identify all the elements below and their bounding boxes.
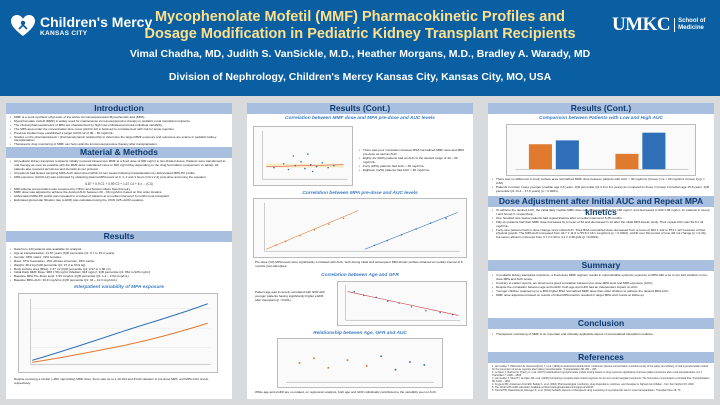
summary-list: In pediatric kidney transplant recipient… bbox=[488, 273, 714, 298]
age-gfr-auc-caption: While age and eGFR are co-related, on re… bbox=[255, 390, 437, 394]
predose-correlation-title: Correlation between MPA pre-dose and AUC… bbox=[302, 191, 418, 196]
list-item: MPA plasma concentration was measured by… bbox=[10, 187, 228, 192]
predose-correlation-caption: Pre-dose (C0) MPA levels were significan… bbox=[255, 260, 463, 268]
dose-correlation-title: Correlation between MMF dose and MPA pre… bbox=[285, 116, 435, 121]
introduction-heading: Introduction bbox=[6, 103, 232, 114]
column-right: Results (Cont.) Comparison between Patie… bbox=[488, 103, 714, 399]
logo-name: Children's Mercy bbox=[40, 14, 153, 30]
low-high-auc-notes: There was no difference in body surface … bbox=[488, 177, 714, 194]
results-cont-heading: Results (Cont.) bbox=[247, 103, 473, 114]
list-item: The clinical pharmacokinetics of MPA are… bbox=[10, 123, 228, 128]
dose-adjustment-heading: Dose Adjustment after Initial AUC and Re… bbox=[488, 196, 714, 217]
age-gfr-auc-title: Relationship between Age, GFR and AUC bbox=[313, 331, 407, 336]
list-item: Studies on the pharmacokinetic / pharmac… bbox=[10, 135, 228, 144]
methods-heading: Material & Methods bbox=[6, 147, 232, 158]
title-line-1: Mycophenolate Mofetil (MMF) Pharmacokine… bbox=[154, 9, 566, 25]
list-item: MPA exposure (AUC0-12) was estimated by … bbox=[10, 175, 228, 180]
list-item: To achieve the desired AUC, the initial … bbox=[492, 208, 710, 217]
logo-subtitle: KANSAS CITY bbox=[40, 30, 88, 37]
summary-heading: Summary bbox=[488, 260, 714, 271]
list-item: All patients had limited sampling MPA-AU… bbox=[10, 171, 228, 176]
list-item: Forty (28%) patients had AUC < 30 mg•h/m… bbox=[359, 164, 469, 169]
age-gfr-chart bbox=[337, 281, 467, 326]
list-item: Age at transplantation: 11.87 years (IQR… bbox=[10, 251, 228, 256]
low-high-auc-chart bbox=[506, 124, 696, 176]
list-item: Eighteen (12%) patients had AUC > 60 mg•… bbox=[359, 168, 469, 173]
list-item: MMF is a semi-synthetic ethyl ester of t… bbox=[10, 115, 228, 120]
list-item: Therapeutic drug monitoring of MMF can h… bbox=[10, 142, 228, 147]
references-list: 1. van Gelder T, Hilbrands LB, Vanrenter… bbox=[488, 365, 714, 392]
conclusion-list: Therapeutic monitoring of MMF is an impo… bbox=[488, 332, 714, 337]
reference-item: 1. van Gelder T, Hilbrands LB, Vanrenter… bbox=[492, 365, 708, 371]
list-item: There was no difference in body surface … bbox=[492, 177, 710, 186]
list-item: Patients in Group I were younger (median… bbox=[492, 185, 710, 194]
dose-adjustment-list: To achieve the desired AUC, the initial … bbox=[488, 208, 714, 241]
introduction-list: MMF is a semi-synthetic ethyl ester of t… bbox=[6, 115, 232, 147]
age-gfr-auc-chart bbox=[277, 338, 443, 388]
variability-chart bbox=[18, 293, 218, 373]
variability-chart-title: Interpatient variability of MPA exposure bbox=[74, 285, 164, 290]
list-item: Despite the correlation between age and … bbox=[492, 285, 710, 290]
list-item: The MPA area under the concentration-tim… bbox=[10, 127, 228, 132]
list-item: Weight: 38.2 kg (IQR percentile Q1: 27.2… bbox=[10, 263, 228, 268]
dose-correlation-notes: There was poor correlation between BSA n… bbox=[355, 148, 473, 173]
list-item: Race: 67% Caucasian, 15% African-America… bbox=[10, 259, 228, 264]
reference-item: 5. The CKiD U25 eGFR calculator. Availab… bbox=[492, 386, 594, 389]
list-item: Therapeutic monitoring of MMF is an impo… bbox=[492, 332, 710, 337]
list-item: Estimated glomerular filtration rate (eG… bbox=[10, 198, 228, 203]
column-left: Introduction MMF is a semi-synthetic eth… bbox=[6, 103, 232, 399]
list-item: Younger children required up to a 38% hi… bbox=[492, 289, 710, 294]
authors: Vimal Chadha, MD, Judith S. VanSickle, M… bbox=[129, 48, 591, 60]
reference-item: 6. Tönshoff B, David-Neto E, Ettenger R,… bbox=[492, 389, 681, 392]
list-item: Baseline MPA-AUC: 30.9 mg•h/mL (IQR perc… bbox=[10, 278, 228, 283]
list-item: Gender: 68% males; 32% females. bbox=[10, 255, 228, 260]
umkc-medicine-label: Medicine bbox=[678, 25, 704, 31]
list-item: Forty-nine patients had no dose change s… bbox=[492, 228, 710, 241]
reference-item: 4. Kuypers DR, Anderssen-Krot EM, Budde … bbox=[492, 383, 694, 386]
age-gfr-caption: Patient age was inversely correlated wit… bbox=[255, 290, 325, 302]
umkc-wordmark: UMKC bbox=[612, 14, 671, 35]
list-item: Baseline MPA Pre-Dose level: 1.55 mcg/mL… bbox=[10, 274, 228, 279]
conclusion-heading: Conclusion bbox=[488, 318, 714, 329]
reference-item: 2. Le Meur Y, Buchler M, Thierry A, et a… bbox=[492, 371, 703, 377]
poster-title: Mycophenolate Mofetil (MMF) Pharmacokine… bbox=[140, 9, 580, 43]
list-item: Previous studies have established a targ… bbox=[10, 131, 228, 136]
childrens-mercy-logo: Children's Mercy KANSAS CITY bbox=[10, 14, 152, 38]
list-item: There was poor correlation between BSA n… bbox=[359, 148, 469, 157]
list-item: In pediatric kidney transplant recipient… bbox=[492, 273, 710, 282]
reference-item: 3. van Gelder T, Silva HT, de Fijter JW,… bbox=[492, 377, 710, 383]
list-item: Mycophenolate mofetil (MMF) is widely us… bbox=[10, 119, 228, 124]
dose-correlation-chart bbox=[253, 126, 353, 186]
heart-icon bbox=[11, 15, 35, 36]
results-list: Data from 144 patients was available for… bbox=[6, 247, 232, 283]
column-middle: Results (Cont.) Correlation between MMF … bbox=[247, 103, 473, 399]
list-item: Contrary to earlier reports, we observed… bbox=[492, 281, 710, 286]
methods-list-2: MPA plasma concentration was measured by… bbox=[6, 187, 232, 204]
age-gfr-title: Correlation between Age and GFR bbox=[321, 273, 399, 278]
list-item: Data from 144 patients was available for… bbox=[10, 247, 228, 252]
list-item: Eighty-six (60%) patients had an AUC in … bbox=[359, 156, 469, 165]
poster-header: Children's Mercy KANSAS CITY Mycophenola… bbox=[0, 0, 720, 96]
low-high-auc-title: Comparison between Patients with Low and… bbox=[539, 116, 663, 121]
list-item: All pediatric kidney transplant recipien… bbox=[10, 159, 228, 172]
division: Division of Nephrology, Children's Mercy… bbox=[168, 71, 552, 83]
list-item: One hundred nine twelve patients had rep… bbox=[492, 216, 710, 221]
umkc-school-label: School of bbox=[678, 18, 706, 24]
list-item: Initial Daily MMF Dose: 988 ± 56 mg/m² (… bbox=[10, 271, 228, 276]
umkc-logo: UMKC School of Medicine bbox=[612, 14, 706, 36]
list-item: MMF dose adjustment based on results of … bbox=[492, 293, 710, 298]
results-heading: Results bbox=[6, 231, 232, 242]
list-item: Fifty-six patients had their MMF dose in… bbox=[492, 220, 710, 229]
list-item: Body surface area (BSA): 1.37 m² (IQR pe… bbox=[10, 267, 228, 272]
list-item: Abbreviated MPA-PK profile was repeated … bbox=[10, 194, 228, 199]
variability-chart-caption: Despite receiving a similar (~900 mg/m²/… bbox=[14, 377, 209, 385]
list-item: MMF dose was adjusted to achieve the des… bbox=[10, 191, 228, 196]
references-heading: References bbox=[488, 352, 714, 363]
predose-correlation-chart bbox=[253, 198, 467, 258]
methods-list: All pediatric kidney transplant recipien… bbox=[6, 159, 232, 180]
results-cont-heading-2: Results (Cont.) bbox=[488, 103, 714, 114]
auc-equation: 6.87 + 0.9 C1 + 0.99 C2 + 1.67 C4 + 6 x … bbox=[85, 181, 153, 186]
title-line-2: Dosage Modification in Pediatric Kidney … bbox=[144, 26, 576, 42]
